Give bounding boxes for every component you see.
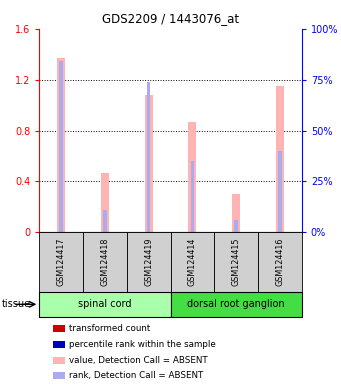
Bar — [147, 81, 150, 232]
Bar — [39, 292, 170, 317]
Text: spinal cord: spinal cord — [78, 299, 132, 310]
Bar — [170, 232, 214, 292]
Bar — [103, 210, 107, 232]
Bar — [189, 122, 196, 232]
Text: GSM124414: GSM124414 — [188, 238, 197, 286]
Bar — [276, 86, 284, 232]
Text: GSM124416: GSM124416 — [276, 238, 284, 286]
Text: tissue: tissue — [2, 299, 31, 310]
Bar — [39, 232, 83, 292]
Text: rank, Detection Call = ABSENT: rank, Detection Call = ABSENT — [69, 371, 204, 380]
Bar — [278, 151, 282, 232]
Bar — [258, 232, 302, 292]
Bar — [145, 95, 152, 232]
Bar — [234, 220, 238, 232]
Bar — [59, 61, 63, 232]
Text: percentile rank within the sample: percentile rank within the sample — [69, 340, 216, 349]
Text: GSM124419: GSM124419 — [144, 238, 153, 286]
Bar — [83, 232, 127, 292]
Text: value, Detection Call = ABSENT: value, Detection Call = ABSENT — [69, 356, 208, 365]
Bar — [232, 194, 240, 232]
Text: GDS2209 / 1443076_at: GDS2209 / 1443076_at — [102, 12, 239, 25]
Bar — [127, 232, 170, 292]
Text: GSM124417: GSM124417 — [57, 238, 65, 286]
Bar — [170, 292, 302, 317]
Text: GSM124418: GSM124418 — [100, 238, 109, 286]
Text: transformed count: transformed count — [69, 324, 150, 333]
Bar — [214, 232, 258, 292]
Text: dorsal root ganglion: dorsal root ganglion — [187, 299, 285, 310]
Bar — [57, 58, 65, 232]
Bar — [191, 161, 194, 232]
Bar — [101, 172, 109, 232]
Text: GSM124415: GSM124415 — [232, 238, 241, 286]
